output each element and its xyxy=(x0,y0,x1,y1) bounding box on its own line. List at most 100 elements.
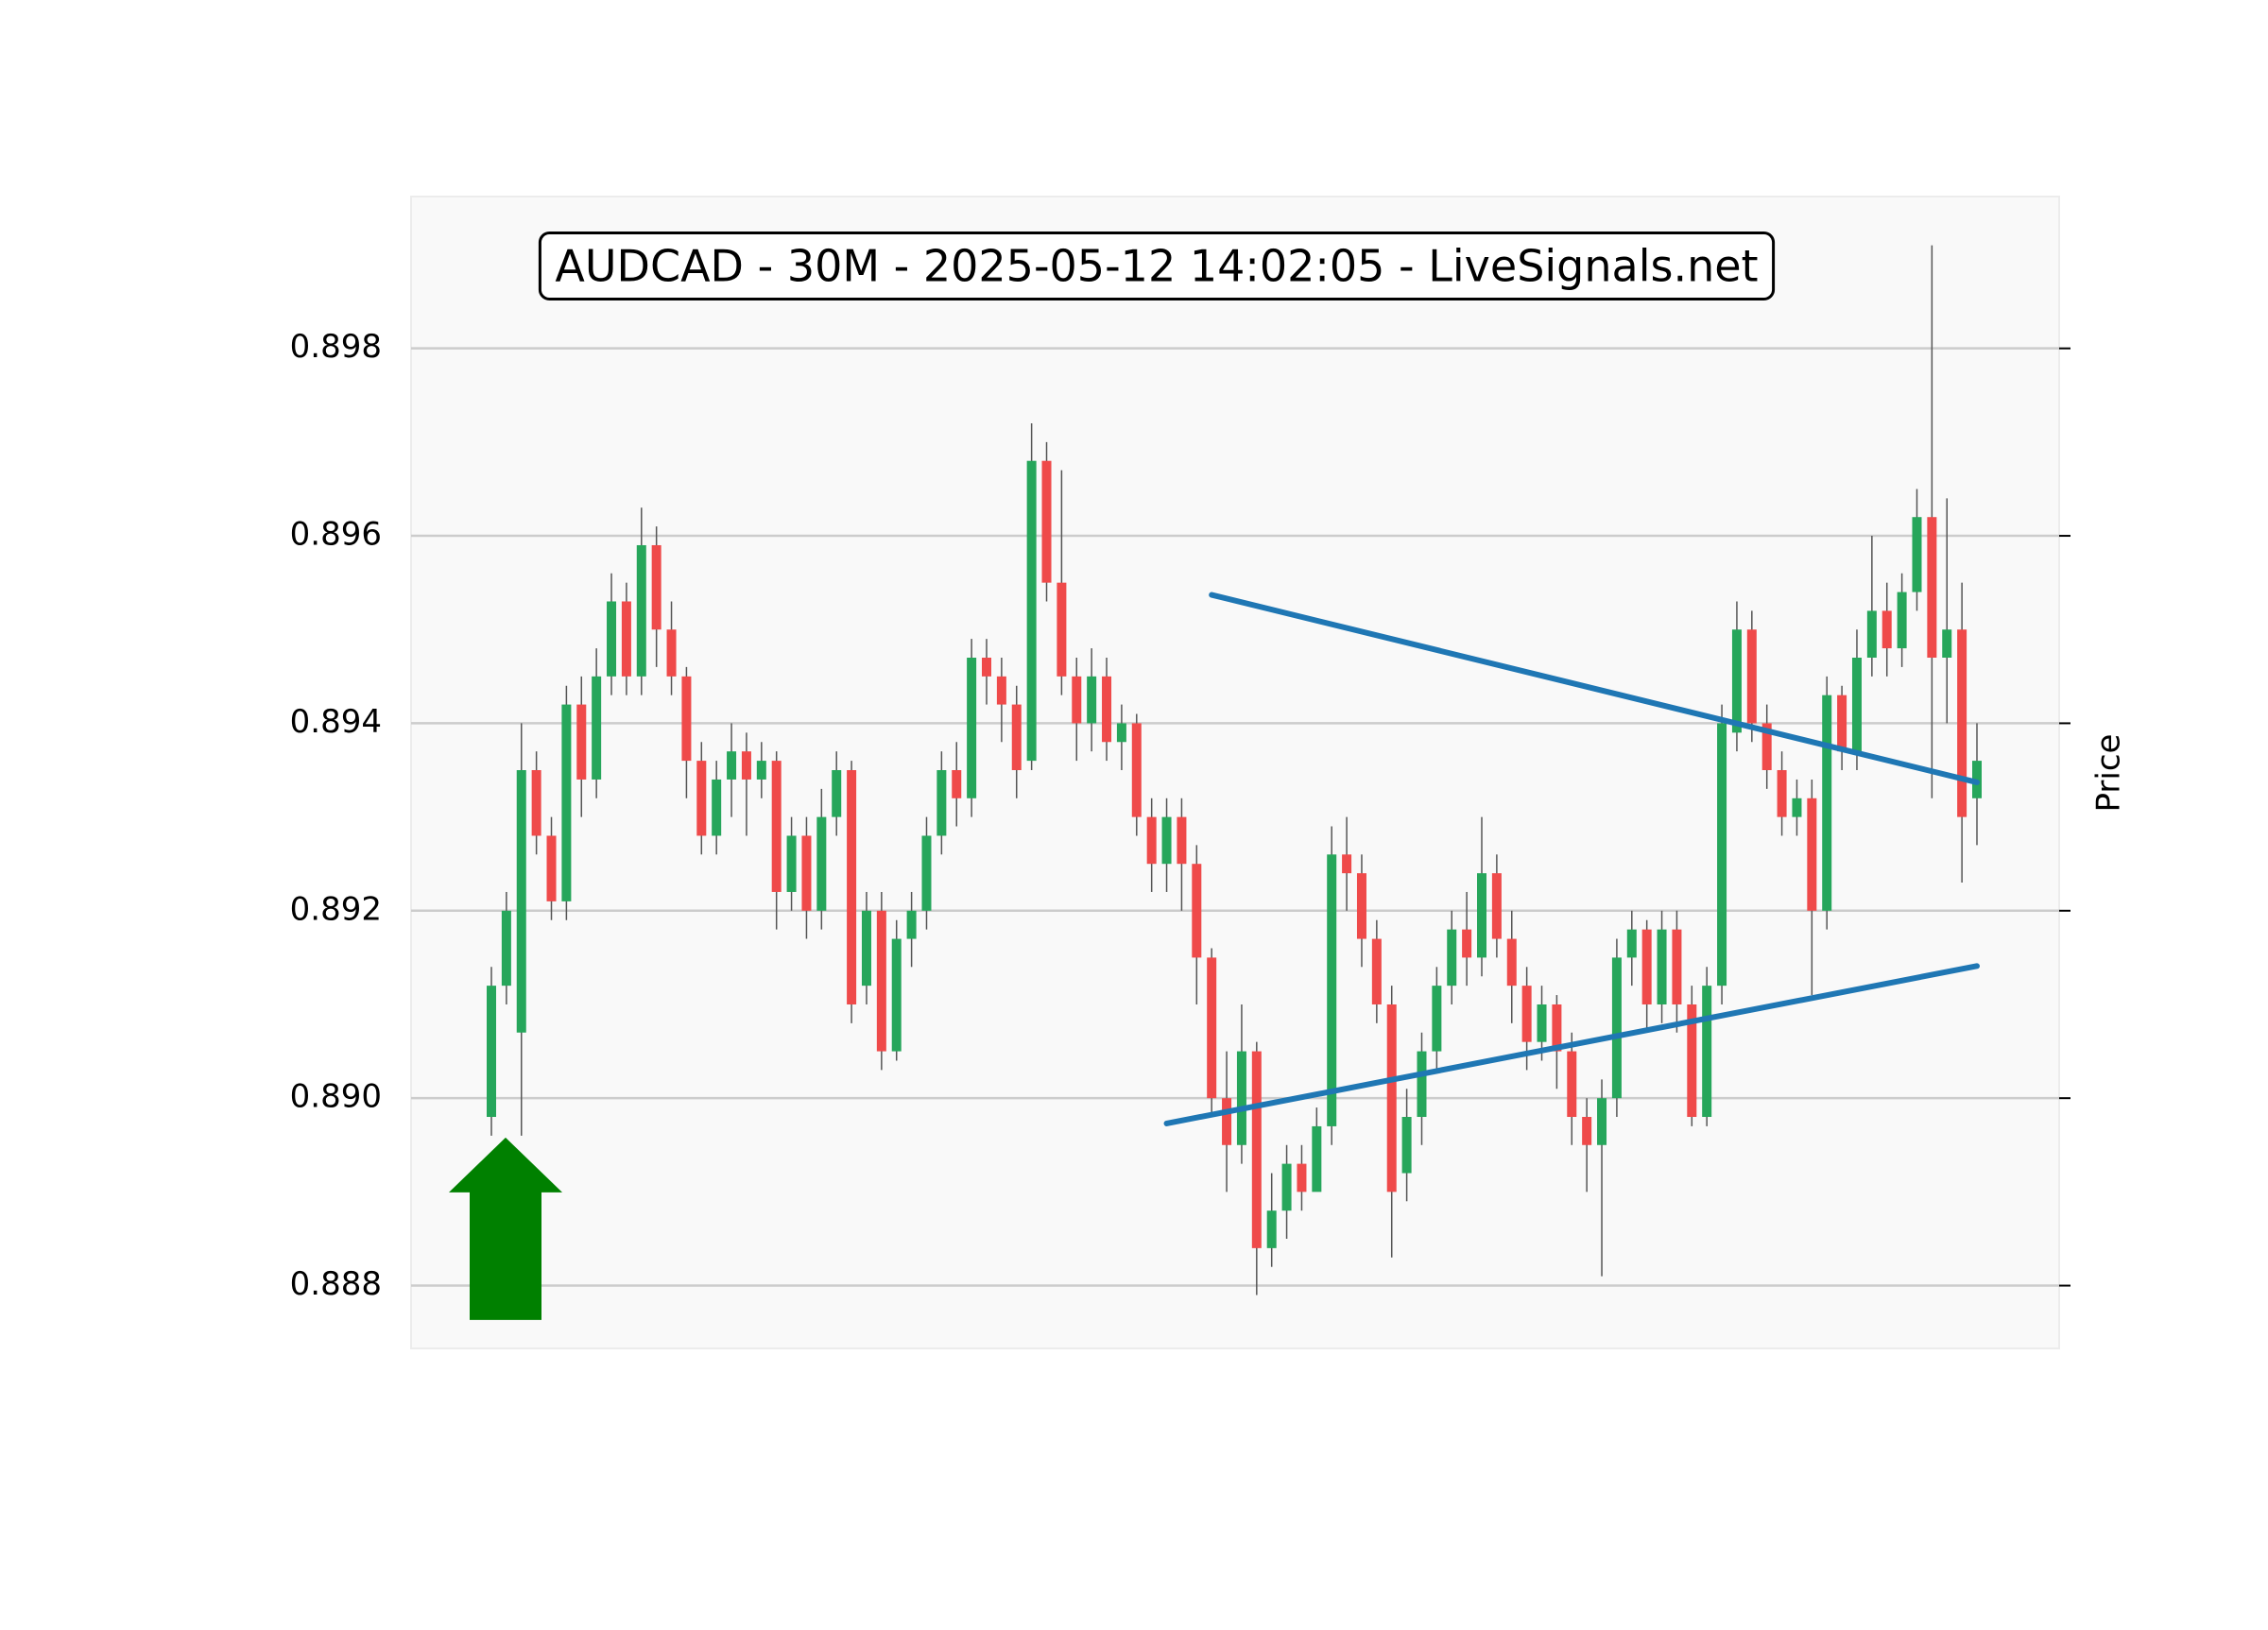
candle-body xyxy=(861,910,871,987)
candle-body xyxy=(1567,1051,1577,1118)
candle-body xyxy=(1447,929,1457,987)
candle-body xyxy=(1207,957,1217,1099)
candle-body xyxy=(1011,704,1022,771)
candle-body xyxy=(952,770,962,798)
overlay xyxy=(449,592,1980,1320)
candle-body xyxy=(607,601,617,677)
candle-body xyxy=(936,770,947,836)
candle-body xyxy=(1537,1004,1547,1042)
y-tick-label: 0.898 xyxy=(290,328,382,366)
candles xyxy=(487,245,1982,1295)
y-tick-label: 0.888 xyxy=(290,1265,382,1303)
candle-body xyxy=(1266,1210,1277,1248)
candle-body xyxy=(561,704,572,901)
candle-body xyxy=(1582,1117,1592,1145)
candle-body xyxy=(621,601,631,677)
candle-body xyxy=(1912,517,1922,592)
candle-body xyxy=(651,544,662,630)
candle-body xyxy=(1222,1098,1232,1145)
candle-body xyxy=(1521,986,1532,1042)
candle-body xyxy=(1957,629,1967,817)
candle-body xyxy=(891,938,902,1052)
candle-body xyxy=(1342,854,1352,874)
candle-body xyxy=(1881,610,1892,649)
candle-body xyxy=(1432,986,1442,1052)
candle-body xyxy=(1041,460,1052,583)
candle-body xyxy=(1927,517,1937,658)
y-tick-label: 0.892 xyxy=(290,890,382,928)
candle-body xyxy=(1641,929,1652,1004)
trend-line xyxy=(1209,592,1980,785)
candle-body xyxy=(1312,1125,1322,1192)
candle-body xyxy=(1491,873,1502,939)
candle-body xyxy=(1146,816,1157,865)
candle-body xyxy=(1597,1098,1607,1145)
candle-body xyxy=(996,676,1006,705)
candle-body xyxy=(967,657,977,798)
candle-body xyxy=(1371,938,1382,1004)
y-tick-label: 0.896 xyxy=(290,516,382,554)
candle-body xyxy=(756,761,766,780)
candle-body xyxy=(1777,770,1787,817)
candle-body xyxy=(847,770,857,1004)
chart-title: AUDCAD - 30M - 2025-05-12 14:02:05 - Liv… xyxy=(555,241,1758,292)
candle-body xyxy=(501,910,511,987)
candle-body xyxy=(1057,582,1067,677)
candle-body xyxy=(1116,723,1126,743)
candle-body xyxy=(801,835,812,911)
candle-body xyxy=(1506,938,1517,987)
candle-body xyxy=(1072,676,1082,724)
candle-body xyxy=(1687,1004,1697,1118)
candle-body xyxy=(592,676,602,780)
candle-body xyxy=(636,544,646,677)
candle-body xyxy=(1746,629,1757,724)
candle-body xyxy=(1401,1117,1412,1174)
candle-body xyxy=(666,629,677,677)
candle-body xyxy=(1297,1163,1307,1192)
candle-body xyxy=(1807,798,1817,911)
candle-body xyxy=(1417,1051,1427,1118)
candle-body xyxy=(727,751,737,780)
candle-body xyxy=(681,676,692,762)
candle-body xyxy=(546,835,557,901)
candle-body xyxy=(1386,1004,1397,1192)
y-tick-label: 0.890 xyxy=(290,1078,382,1116)
y-axis-label: Price xyxy=(2090,734,2128,813)
candle-body xyxy=(1731,629,1742,733)
candle-body xyxy=(487,986,496,1118)
candle-body xyxy=(1552,1004,1562,1052)
candle-body xyxy=(982,657,991,677)
candle-body xyxy=(531,770,541,836)
candle-body xyxy=(1477,873,1486,958)
candle-body xyxy=(1177,816,1187,865)
candle-body xyxy=(771,761,782,892)
candle-body xyxy=(1942,629,1952,658)
candle-body xyxy=(1251,1051,1262,1248)
candle-body xyxy=(1356,873,1366,939)
candle-body xyxy=(1131,723,1142,817)
candle-body xyxy=(1236,1051,1246,1145)
candle-body xyxy=(786,835,797,892)
candle-body xyxy=(1102,676,1112,743)
candle-body xyxy=(1026,460,1037,762)
y-tick-label: 0.894 xyxy=(290,703,382,741)
candle-body xyxy=(1672,929,1682,1004)
candle-body xyxy=(1866,610,1877,658)
candle-body xyxy=(1611,957,1622,1099)
candle-body xyxy=(1626,929,1637,958)
candle-body xyxy=(1897,592,1907,649)
candle-body xyxy=(1792,798,1802,817)
signal-arrow xyxy=(449,1137,562,1320)
candle-body xyxy=(1327,854,1337,1126)
candle-body xyxy=(1087,676,1097,724)
trend-line xyxy=(1163,963,1980,1126)
candle-body xyxy=(832,770,842,817)
candle-body xyxy=(1161,816,1172,865)
candle-body xyxy=(1192,864,1202,958)
candle-body xyxy=(1702,986,1712,1118)
candle-body xyxy=(1822,695,1832,911)
candle-body xyxy=(921,835,932,911)
candle-body xyxy=(906,910,917,939)
candle-body xyxy=(816,816,827,911)
